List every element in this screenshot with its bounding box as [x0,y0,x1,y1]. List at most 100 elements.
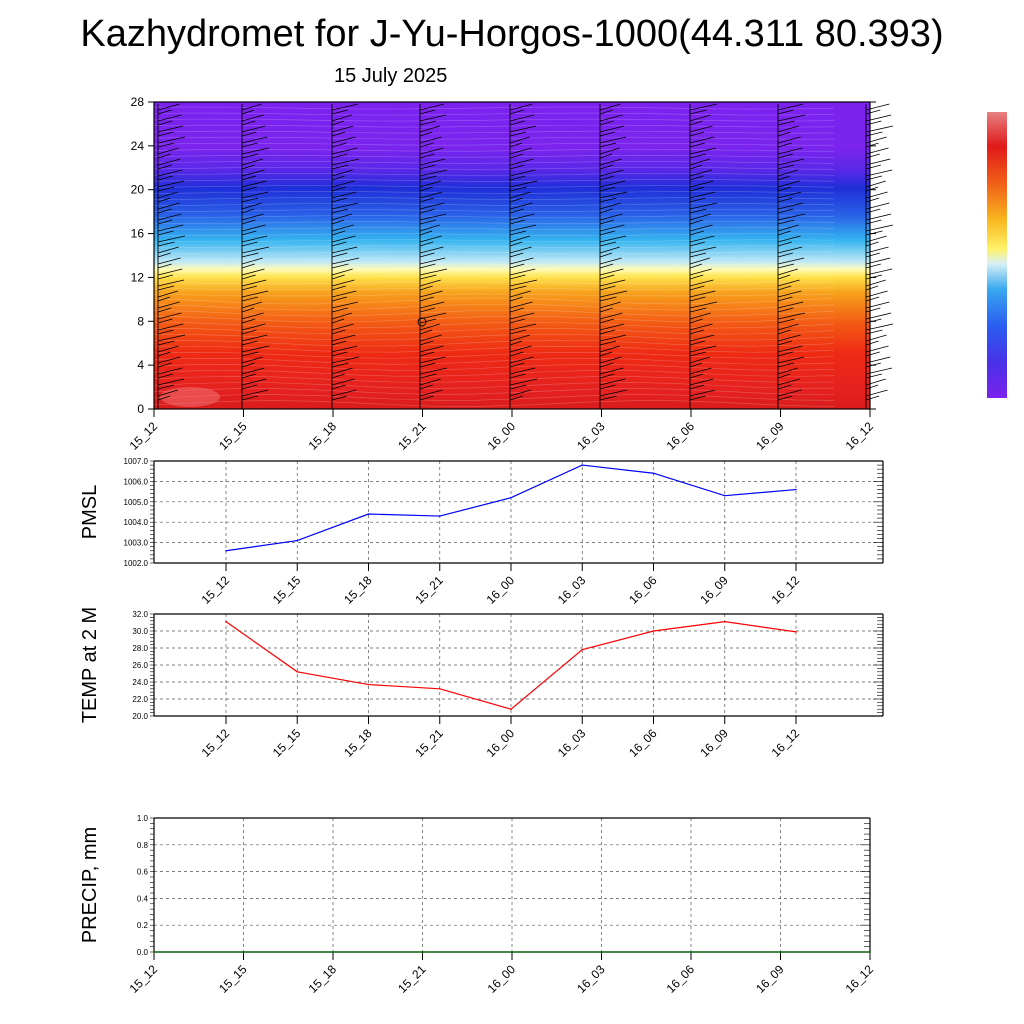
y-tick-label: 24.0 [132,678,148,687]
wind-barb-half [157,120,173,126]
wind-barb-half [419,120,437,126]
y-tick-label: 1.0 [137,814,149,823]
wind-barb-half [157,252,171,258]
wind-barb-half [865,241,879,247]
wind-barb-half [241,296,259,302]
wind-barb-half [599,351,613,357]
wind-barb-half [419,197,434,203]
contour-line [153,364,835,371]
wind-barb-half [599,340,617,346]
wind-barb-half [419,186,433,192]
wind-barb-half [509,241,523,247]
wind-barb [509,301,533,309]
contour-line [153,327,835,335]
wind-barb-half [689,241,705,247]
wind-barb-half [599,120,614,126]
wind-barb-half [777,208,794,214]
wind-barb [419,246,444,254]
contour-line [153,382,835,389]
contour-line [153,118,835,122]
contour-line [153,154,835,158]
wind-barb-half [777,186,792,192]
contour-line [153,281,835,285]
wind-barb-half [865,230,883,236]
wind-barb-half [777,285,792,291]
wind-barb [331,334,356,342]
wind-barb-half [157,197,171,203]
contour-line [153,173,835,176]
wind-barb-half [865,175,883,181]
wind-barb [157,213,182,221]
wind-barb-half [331,153,348,159]
contour-line [153,376,835,383]
contour-line [153,227,835,230]
data-point [723,494,726,497]
wind-barb [509,180,538,188]
wind-barb-half [157,142,175,148]
wind-barb [331,356,360,364]
wind-barb-half [509,263,525,269]
heatmap-x-tick-label: 15_15 [216,419,250,453]
wind-barb-half [865,285,879,291]
wind-barb-half [865,120,882,126]
wind-barb-half [419,362,436,368]
wind-barb-half [689,307,707,313]
x-tick-label: 15_12 [199,726,233,760]
wind-barb [241,147,270,155]
wind-barb-half [509,120,525,126]
wind-barb-half [331,351,348,357]
wind-barb [599,312,623,320]
wind-barb-half [777,252,793,258]
wind-barb [419,114,447,122]
data-point [581,648,584,651]
data-point [296,539,299,542]
wind-barb [241,114,264,122]
wind-barb-half [419,329,433,335]
wind-barb-half [509,109,524,115]
wind-barb-half [331,219,345,225]
heatmap-x-tick-label: 16_09 [753,419,787,453]
wind-barb [241,378,267,386]
x-tick-label: 15_18 [341,573,375,607]
wind-barb-half [509,351,524,357]
wind-barb-half [689,296,706,302]
wind-barb-half [331,131,346,137]
wind-barb-half [865,153,880,159]
wind-barb-half [599,263,614,269]
wind-barb [689,202,718,210]
wind-barb-half [419,340,434,346]
wind-barb [777,169,798,177]
heatmap-y-tick-label: 16 [131,227,145,241]
wind-barb [689,180,714,188]
wind-barb [689,114,711,122]
wind-barb [157,114,182,122]
wind-barb-half [419,274,437,280]
y-tick-label: 1002.0 [124,559,149,568]
wind-barb [419,367,448,375]
contour-line [153,233,835,236]
wind-barb-half [331,296,347,302]
wind-barb [419,213,447,221]
wind-barb [419,290,443,298]
wind-barb [777,334,801,342]
wind-barb-half [777,197,793,203]
wind-barb [157,180,185,188]
x-tick-label: 16_03 [555,573,589,607]
wind-barb-half [241,263,255,269]
wind-barb-half [777,340,792,346]
wind-barb-half [419,153,435,159]
wind-barb-half [777,219,795,225]
wind-barb-half [331,318,345,324]
contour-line [153,191,835,194]
wind-barb-half [865,329,883,335]
contour-line [153,209,835,212]
wind-barb [331,312,352,320]
temp-axis-label: TEMP at 2 M [79,607,101,723]
wind-barb [241,301,262,309]
wind-barb-half [419,208,435,214]
wind-barb [419,312,447,320]
x-tick-label: 15_18 [341,726,375,760]
contour-line [153,263,835,267]
wind-barb [241,323,266,331]
wind-barb-half [157,241,175,247]
